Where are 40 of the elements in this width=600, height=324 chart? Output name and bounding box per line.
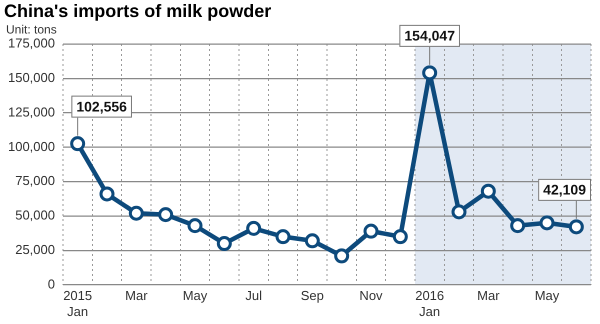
chart-title: China's imports of milk powder: [3, 0, 272, 22]
x-tick-label: May: [182, 288, 208, 304]
y-axis-title: Unit: tons: [6, 22, 57, 36]
point: [510, 218, 526, 234]
point: [480, 184, 496, 199]
point: [540, 215, 554, 230]
y-tick-label: 25,000: [15, 242, 55, 257]
point: [363, 224, 378, 239]
point: [392, 229, 408, 244]
y-tick-label: 150,000: [8, 70, 55, 85]
point: [70, 136, 86, 152]
x-tick-label: Nov: [359, 288, 384, 304]
x-tick-label: Mar: [125, 288, 148, 304]
x-tick-label: May: [534, 288, 560, 304]
data-label: 42,109: [543, 182, 586, 198]
x-tick-label: 2015 Jan: [63, 288, 92, 319]
y-tick-label: 175,000: [8, 36, 55, 51]
x-tick-label: Sep: [300, 288, 324, 304]
x-tick-label: Jul: [245, 288, 262, 304]
point: [128, 206, 144, 221]
x-tick-label: Mar: [477, 288, 500, 304]
data-label: 102,556: [76, 98, 128, 115]
point: [452, 204, 466, 220]
point: [334, 248, 350, 264]
data-label: 154,047: [404, 28, 456, 44]
y-tick-label: 100,000: [8, 138, 55, 154]
point: [246, 220, 262, 236]
y-tick-label: 75,000: [15, 173, 55, 188]
point: [216, 236, 232, 252]
point: [422, 65, 438, 80]
point: [568, 219, 584, 234]
point: [99, 186, 114, 202]
y-tick-label: 125,000: [8, 104, 55, 120]
point: [304, 233, 320, 248]
y-tick-label: 0: [48, 276, 55, 292]
point: [158, 207, 174, 222]
point: [275, 229, 290, 244]
x-tick-label: 2016 Jan: [415, 288, 444, 319]
y-tick-label: 50,000: [15, 208, 55, 223]
point: [187, 218, 202, 234]
